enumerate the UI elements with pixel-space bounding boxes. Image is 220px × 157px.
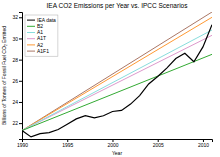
tick-mark	[19, 81, 22, 82]
legend-swatch	[27, 32, 35, 33]
tick: 2010	[198, 139, 209, 148]
legend-label: IEA data	[37, 17, 56, 23]
title: IEA CO2 Emissions per Year vs. IPCC Scen…	[47, 2, 189, 10]
tick-mark	[19, 60, 22, 61]
legend-label: A1T	[37, 35, 46, 41]
legend-swatch	[27, 44, 35, 45]
tick-label: 26	[12, 78, 18, 84]
tick: 24	[12, 99, 22, 105]
legend: IEA dataB2A1A1TA2A1F1	[25, 15, 58, 56]
y-axis-title: Billions of Tonnes of Fossil Fuel CO₂ Em…	[1, 26, 7, 125]
tick: 22	[12, 120, 22, 126]
tick: 1995	[62, 139, 73, 148]
tick-mark	[19, 102, 22, 103]
tick: 1990	[17, 139, 28, 148]
tick: 2000	[107, 139, 118, 148]
tick-label: 2010	[198, 142, 209, 148]
axis-line	[19, 13, 23, 140]
legend-swatch	[27, 51, 35, 52]
tick-label: 30	[12, 36, 18, 42]
y-axis: 22 24 26 28 30 32	[12, 13, 22, 140]
tick-label: 28	[12, 57, 18, 63]
plot-area	[22, 12, 212, 137]
tick-label: 24	[12, 99, 18, 105]
x-axis-title: Year	[112, 150, 122, 156]
tick-mark	[19, 123, 22, 124]
tick-label: 22	[12, 120, 18, 126]
tick: 28	[12, 57, 22, 63]
tick-label: 2000	[107, 142, 118, 148]
line	[22, 54, 212, 130]
tick: 2005	[153, 139, 164, 148]
legend-label: A1F1	[37, 48, 49, 54]
tick: 30	[12, 36, 22, 42]
tick: 26	[12, 78, 22, 84]
legend-label: B2	[37, 23, 43, 29]
line	[22, 12, 212, 131]
legend-label: A2	[37, 42, 43, 48]
legend-frame	[25, 15, 58, 56]
tick-label: 1995	[62, 142, 73, 148]
legend-swatch	[27, 38, 35, 39]
tick-label: 2005	[153, 142, 164, 148]
tick: 32	[12, 14, 22, 20]
tick-label: 1990	[17, 142, 28, 148]
chart: 1990 1995 2000 2005 2010 22 24 26 28 30 32 IEA CO2 …	[0, 0, 220, 157]
x-axis: 1990 1995 2000 2005 2010	[17, 139, 213, 148]
tick-mark	[19, 17, 22, 18]
legend-swatch	[27, 26, 35, 27]
legend-label: A1	[37, 29, 43, 35]
tick-mark	[19, 38, 22, 39]
legend-swatch	[27, 20, 35, 21]
tick-label: 32	[12, 14, 18, 20]
